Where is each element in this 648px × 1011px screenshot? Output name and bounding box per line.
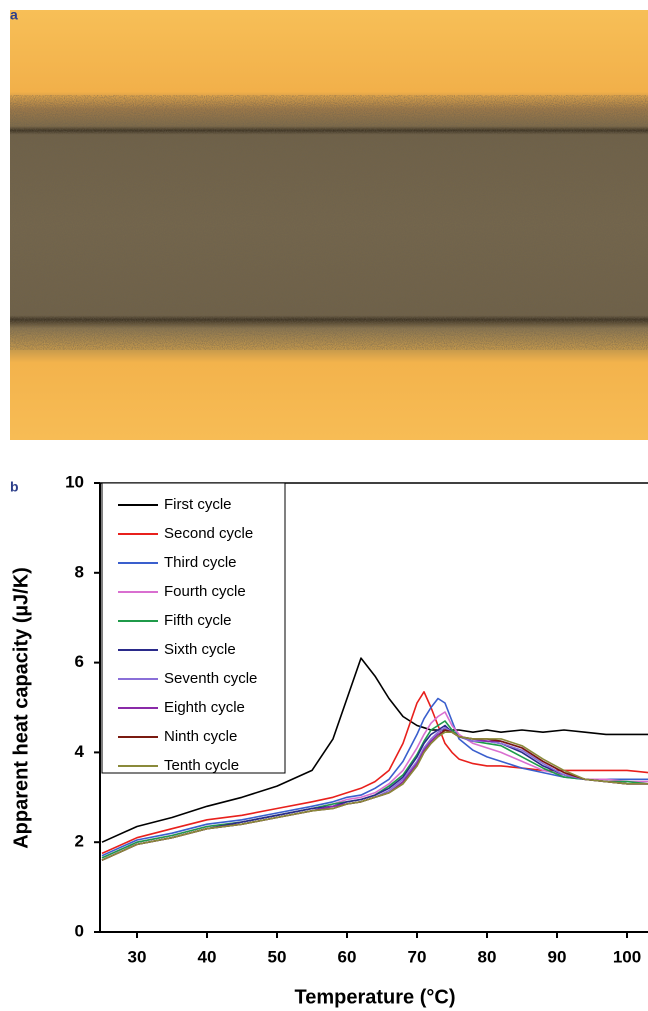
figure: a b 0 2 4 6 8 10 30 40 50 60 70 80 90 100 Temperature …	[0, 0, 648, 1011]
legend-label: Eighth cycle	[164, 699, 245, 716]
x-axis-title: Temperature (°C)	[295, 986, 456, 1008]
chart: 0 2 4 6 8 10 30 40 50 60 70 80 90 100 Temperature (°C)…	[10, 472, 648, 1008]
x-tick-label: 50	[268, 947, 287, 966]
x-tick-label: 70	[408, 947, 427, 966]
legend-label: Third cycle	[164, 554, 237, 571]
legend-label: Seventh cycle	[164, 670, 257, 687]
x-tick-label: 30	[128, 947, 147, 966]
legend-label: Fourth cycle	[164, 583, 246, 600]
legend-label: Fifth cycle	[164, 612, 232, 629]
y-tick-label: 4	[75, 742, 85, 761]
legend-label: Tenth cycle	[164, 757, 239, 774]
x-tick-label: 90	[548, 947, 567, 966]
x-tick-label: 80	[478, 947, 497, 966]
y-tick-label: 0	[75, 921, 84, 940]
panel-label: a	[10, 7, 18, 23]
y-tick-label: 10	[65, 472, 84, 491]
legend-label: Second cycle	[164, 525, 253, 542]
panel-label: b	[10, 479, 19, 495]
x-tick-label: 60	[338, 947, 357, 966]
y-tick-label: 6	[75, 652, 84, 671]
legend-label: Sixth cycle	[164, 641, 236, 658]
y-tick-label: 2	[75, 832, 84, 851]
x-tick-label: 40	[198, 947, 217, 966]
legend-label: First cycle	[164, 496, 232, 513]
photo	[10, 10, 648, 440]
y-axis-title: Apparent heat capacity (µJ/K)	[10, 567, 32, 849]
x-tick-label: 100	[613, 947, 641, 966]
y-tick-label: 8	[75, 562, 84, 581]
legend-label: Ninth cycle	[164, 728, 237, 745]
